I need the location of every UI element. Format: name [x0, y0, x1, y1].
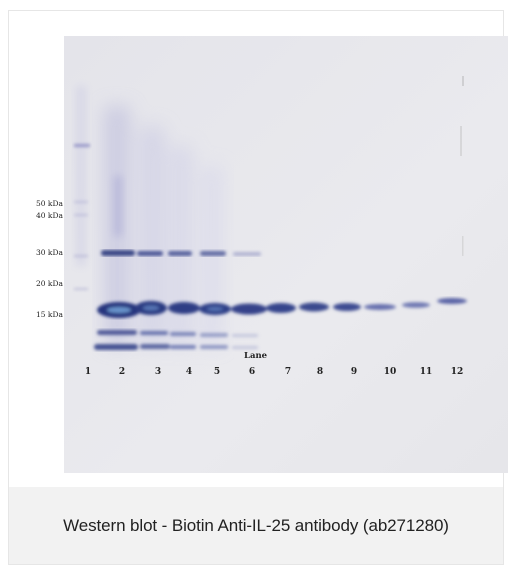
lane-axis-title: Lane: [244, 351, 268, 361]
lane-number: 9: [350, 367, 358, 377]
marker-15-kda: 15 kDa: [36, 310, 63, 319]
lane-number: 4: [185, 367, 193, 377]
lane-number: 7: [284, 367, 292, 377]
lane-number: 2: [118, 367, 126, 377]
marker-40-kda: 40 kDa: [36, 211, 63, 220]
lane-number: 3: [154, 367, 162, 377]
lane-number: 5: [213, 367, 221, 377]
figure-caption: Western blot - Biotin Anti-IL-25 antibod…: [63, 515, 449, 535]
marker-20-kda: 20 kDa: [36, 279, 63, 288]
caption-bar: Western blot - Biotin Anti-IL-25 antibod…: [9, 487, 503, 564]
lane-number: 11: [419, 367, 433, 377]
lane-number: 8: [316, 367, 324, 377]
lane-number: 1: [84, 367, 92, 377]
lane-number: 6: [248, 367, 256, 377]
marker-30-kda: 30 kDa: [36, 248, 63, 257]
blot-graphic: [64, 36, 508, 473]
marker-50-kda: 50 kDa: [36, 199, 63, 208]
western-blot-image[interactable]: 50 kDa 40 kDa 30 kDa 20 kDa 15 kDa Lane …: [36, 36, 508, 473]
lane-number: 10: [383, 367, 397, 377]
figure-card: 50 kDa 40 kDa 30 kDa 20 kDa 15 kDa Lane …: [8, 10, 508, 565]
figure-area: 50 kDa 40 kDa 30 kDa 20 kDa 15 kDa Lane …: [9, 11, 508, 487]
lane-number: 12: [450, 367, 464, 377]
